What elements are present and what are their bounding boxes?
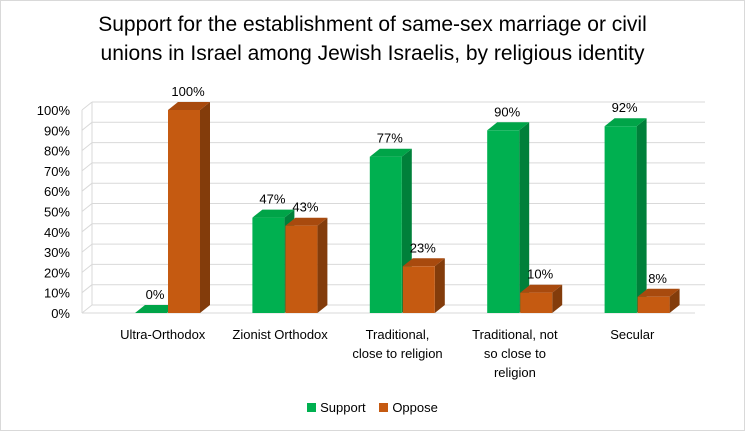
bar-support	[252, 217, 285, 313]
gridline-side	[81, 162, 93, 172]
bar-side-support	[519, 122, 530, 313]
data-label-support: 47%	[259, 192, 285, 207]
gridline-side	[81, 243, 93, 253]
data-label-support: 0%	[146, 287, 165, 302]
bar-support	[487, 130, 520, 313]
y-tick-label: 0%	[51, 306, 70, 321]
bar-side-support	[636, 118, 647, 314]
legend-label-support: Support	[320, 400, 366, 415]
y-tick-label: 60%	[44, 184, 70, 199]
y-tick-label: 10%	[44, 286, 70, 301]
gridline-side	[81, 304, 93, 314]
legend-swatch-oppose	[379, 403, 389, 412]
data-label-oppose: 100%	[171, 84, 205, 99]
category-label: Ultra-Orthodox	[120, 327, 206, 342]
bar-oppose	[520, 292, 553, 313]
bar-oppose	[402, 266, 435, 313]
y-tick-label: 90%	[44, 123, 70, 138]
bar-top-oppose	[168, 102, 210, 110]
y-tick-label: 70%	[44, 164, 70, 179]
bar-top-support	[135, 305, 177, 313]
data-label-oppose: 8%	[648, 271, 667, 286]
bar-top-oppose	[402, 258, 445, 267]
legend-swatch-support	[307, 403, 317, 412]
bar-side-oppose	[552, 284, 563, 313]
bar-top-support	[487, 122, 530, 131]
category-label: Secular	[610, 327, 655, 342]
category-label: close to religion	[352, 346, 442, 361]
bar-side-oppose	[434, 258, 445, 313]
y-tick-label: 80%	[44, 144, 70, 159]
data-label-oppose: 10%	[527, 267, 553, 282]
data-label-oppose: 43%	[292, 200, 318, 215]
legend-label-oppose: Oppose	[392, 400, 438, 415]
bar-oppose	[285, 225, 318, 313]
gridline-side	[81, 223, 93, 233]
data-label-support: 77%	[377, 131, 403, 146]
legend-item-oppose: Oppose	[379, 400, 438, 415]
bar-top-support	[604, 118, 647, 127]
gridline-side	[81, 121, 93, 131]
data-label-oppose: 23%	[410, 240, 436, 255]
legend-item-support: Support	[307, 400, 366, 415]
gridline-side	[81, 182, 93, 192]
bar-support	[369, 156, 402, 313]
bar-side-oppose	[200, 102, 210, 313]
gridline-side	[81, 203, 93, 212]
y-tick-label: 40%	[44, 225, 70, 240]
y-tick-label: 100%	[37, 103, 71, 118]
bar-side-oppose	[317, 217, 328, 313]
gridline-side	[81, 101, 93, 111]
gridline-side	[81, 284, 93, 294]
data-label-support: 92%	[612, 100, 638, 115]
category-label: Traditional,	[366, 327, 430, 342]
gridline-side	[81, 142, 93, 151]
bar-oppose	[637, 296, 670, 313]
category-label: religion	[494, 365, 536, 380]
y-tick-label: 50%	[44, 205, 70, 220]
bar-support	[604, 126, 637, 314]
chart-title: Support for the establishment of same-se…	[98, 13, 647, 65]
y-tick-label: 30%	[44, 245, 70, 260]
bar-top-oppose	[285, 217, 328, 226]
bar-top-oppose	[637, 288, 680, 297]
y-tick-label: 20%	[44, 265, 70, 280]
bar-oppose	[168, 110, 200, 313]
bar-side-oppose	[669, 288, 680, 313]
data-label-support: 90%	[494, 104, 520, 119]
category-label: so close to	[484, 346, 546, 361]
bar-top-support	[252, 209, 295, 218]
category-label: Traditional, not	[472, 327, 558, 342]
chart-legend: Support Oppose	[0, 400, 745, 415]
bar-top-oppose	[520, 284, 563, 293]
bar-top-support	[369, 148, 412, 157]
gridline-side	[81, 264, 93, 273]
category-label: Zionist Orthodox	[232, 327, 328, 342]
